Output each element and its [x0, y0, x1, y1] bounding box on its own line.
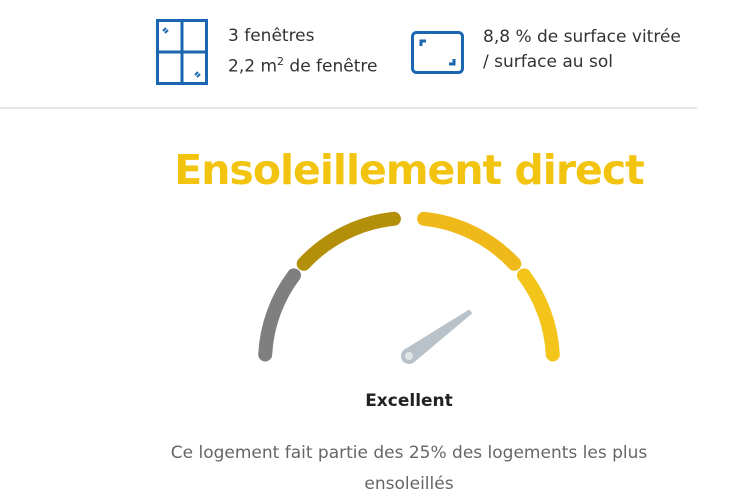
window-count: 3 fenêtres	[228, 26, 315, 47]
rating-label: Excellent	[365, 391, 453, 411]
glazing-ratio: 8,8 % de surface vitrée	[483, 27, 681, 47]
gauge-segment-2	[296, 211, 401, 271]
windows-stat: 3 fenêtres 2,2 m2 de fenêtre	[156, 19, 377, 85]
window-area: 2,2 m2 de fenêtre	[228, 55, 378, 77]
gauge-needle	[401, 309, 472, 364]
glazing-ratio-caption: / surface au sol	[483, 52, 613, 72]
section-title: Ensoleillement direct	[174, 146, 645, 194]
glazing-stat: 8,8 % de surface vitrée / surface au sol	[411, 27, 681, 75]
gauge-segment-3	[417, 211, 522, 271]
divider	[0, 107, 697, 109]
gauge-segment-4	[517, 268, 560, 362]
glazed-surface-icon	[411, 30, 464, 74]
gauge-segment-1	[258, 268, 301, 362]
rating-description: Ce logement fait partie des 25% des loge…	[170, 443, 648, 494]
window-icon	[156, 19, 208, 85]
